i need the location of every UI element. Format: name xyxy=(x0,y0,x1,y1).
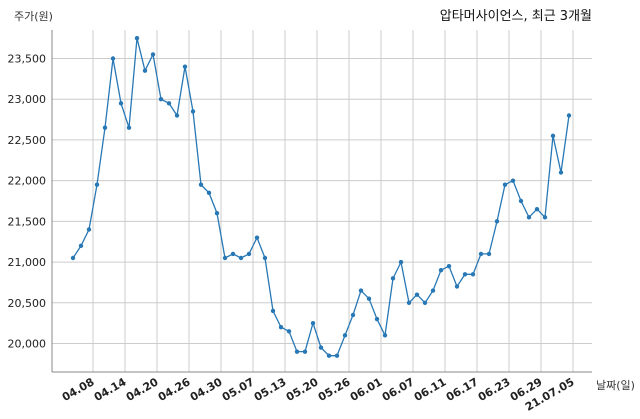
y-tick-label: 21,500 xyxy=(8,215,47,228)
price-point xyxy=(390,276,396,281)
price-point xyxy=(246,251,252,257)
price-point xyxy=(342,333,348,338)
x-tick-label: 06.11 xyxy=(412,375,449,404)
price-point xyxy=(438,268,444,273)
x-tick-label: 06.17 xyxy=(444,375,481,404)
price-point xyxy=(182,64,188,69)
y-tick-label: 20,000 xyxy=(8,338,47,351)
price-point xyxy=(526,215,532,220)
x-tick-label: 04.26 xyxy=(156,375,193,404)
price-point xyxy=(398,259,404,265)
price-series-line xyxy=(72,37,570,357)
price-point xyxy=(302,349,308,354)
price-point xyxy=(118,101,124,106)
price-point xyxy=(422,300,428,305)
chart-title: 압타머사이언스, 최근 3개월 xyxy=(440,9,592,24)
price-point xyxy=(478,251,484,257)
price-point xyxy=(318,345,324,350)
price-point xyxy=(238,255,244,261)
y-tick-label: 22,000 xyxy=(8,175,47,188)
price-point xyxy=(70,255,76,261)
price-point xyxy=(518,198,524,204)
price-point xyxy=(86,227,92,232)
price-point xyxy=(142,68,148,73)
price-point xyxy=(446,263,452,269)
price-point xyxy=(158,97,164,102)
x-tick-label: 04.30 xyxy=(188,375,225,404)
price-point xyxy=(550,133,556,139)
price-point xyxy=(430,288,436,293)
price-point xyxy=(126,125,132,130)
price-point xyxy=(462,272,468,277)
x-tick-label: 04.08 xyxy=(60,375,97,404)
price-point xyxy=(206,190,212,196)
price-point xyxy=(406,300,412,305)
price-point xyxy=(566,113,572,118)
price-point xyxy=(230,251,236,257)
price-point xyxy=(486,251,492,257)
price-point xyxy=(102,125,108,130)
price-point xyxy=(366,296,372,301)
price-point xyxy=(502,182,508,187)
price-point xyxy=(190,109,196,114)
price-point xyxy=(174,113,180,118)
price-point xyxy=(358,288,364,293)
price-point xyxy=(254,235,260,240)
y-tick-labels: 20,000 20,500 21,000 21,500 22,000 22,500 23,0… xyxy=(8,53,47,351)
x-axis-label: 날짜(일) xyxy=(596,378,635,392)
price-point xyxy=(198,182,204,187)
price-point xyxy=(350,312,356,318)
price-point xyxy=(110,56,116,61)
price-point xyxy=(558,170,564,175)
series-layer xyxy=(70,35,572,358)
price-point xyxy=(334,353,340,358)
price-point xyxy=(382,333,388,338)
y-tick-label: 23,500 xyxy=(8,53,47,66)
price-point xyxy=(222,255,228,261)
x-tick-label: 05.26 xyxy=(316,375,353,404)
y-tick-label: 23,000 xyxy=(8,93,47,106)
price-point xyxy=(414,292,420,297)
x-tick-label: 06.07 xyxy=(380,375,417,404)
price-point xyxy=(166,101,172,106)
price-point xyxy=(214,211,220,216)
price-point xyxy=(134,35,140,41)
price-point xyxy=(454,284,460,289)
x-tick-label: 06.01 xyxy=(348,375,385,404)
x-tick-labels: 04.0804.1404.2004.2604.3005.0705.1305.20… xyxy=(60,375,577,414)
x-tick-label: 05.13 xyxy=(252,375,289,404)
price-point xyxy=(294,349,300,354)
price-point xyxy=(470,272,476,277)
price-point xyxy=(270,308,276,314)
x-tick-label: 05.07 xyxy=(220,375,257,404)
price-point xyxy=(374,316,380,322)
price-point xyxy=(94,182,100,187)
y-tick-label: 22,500 xyxy=(8,134,47,147)
y-tick-label: 21,000 xyxy=(8,256,47,269)
x-tick-label: 06.23 xyxy=(476,375,513,404)
price-point xyxy=(286,329,292,334)
price-point xyxy=(534,206,540,212)
price-point xyxy=(310,320,316,326)
axis-layer xyxy=(51,30,592,373)
price-point xyxy=(150,52,156,57)
x-tick-label: 05.20 xyxy=(284,375,321,404)
price-point xyxy=(262,255,268,261)
price-point xyxy=(78,243,84,248)
price-point xyxy=(542,215,548,220)
price-point xyxy=(326,353,332,358)
y-tick-label: 20,500 xyxy=(8,297,47,310)
price-point xyxy=(278,325,284,330)
price-point xyxy=(494,219,500,224)
x-tick-label: 04.14 xyxy=(92,375,129,404)
price-point xyxy=(510,178,516,183)
x-tick-label: 04.20 xyxy=(124,375,161,404)
y-axis-label: 주가(원) xyxy=(14,10,53,23)
